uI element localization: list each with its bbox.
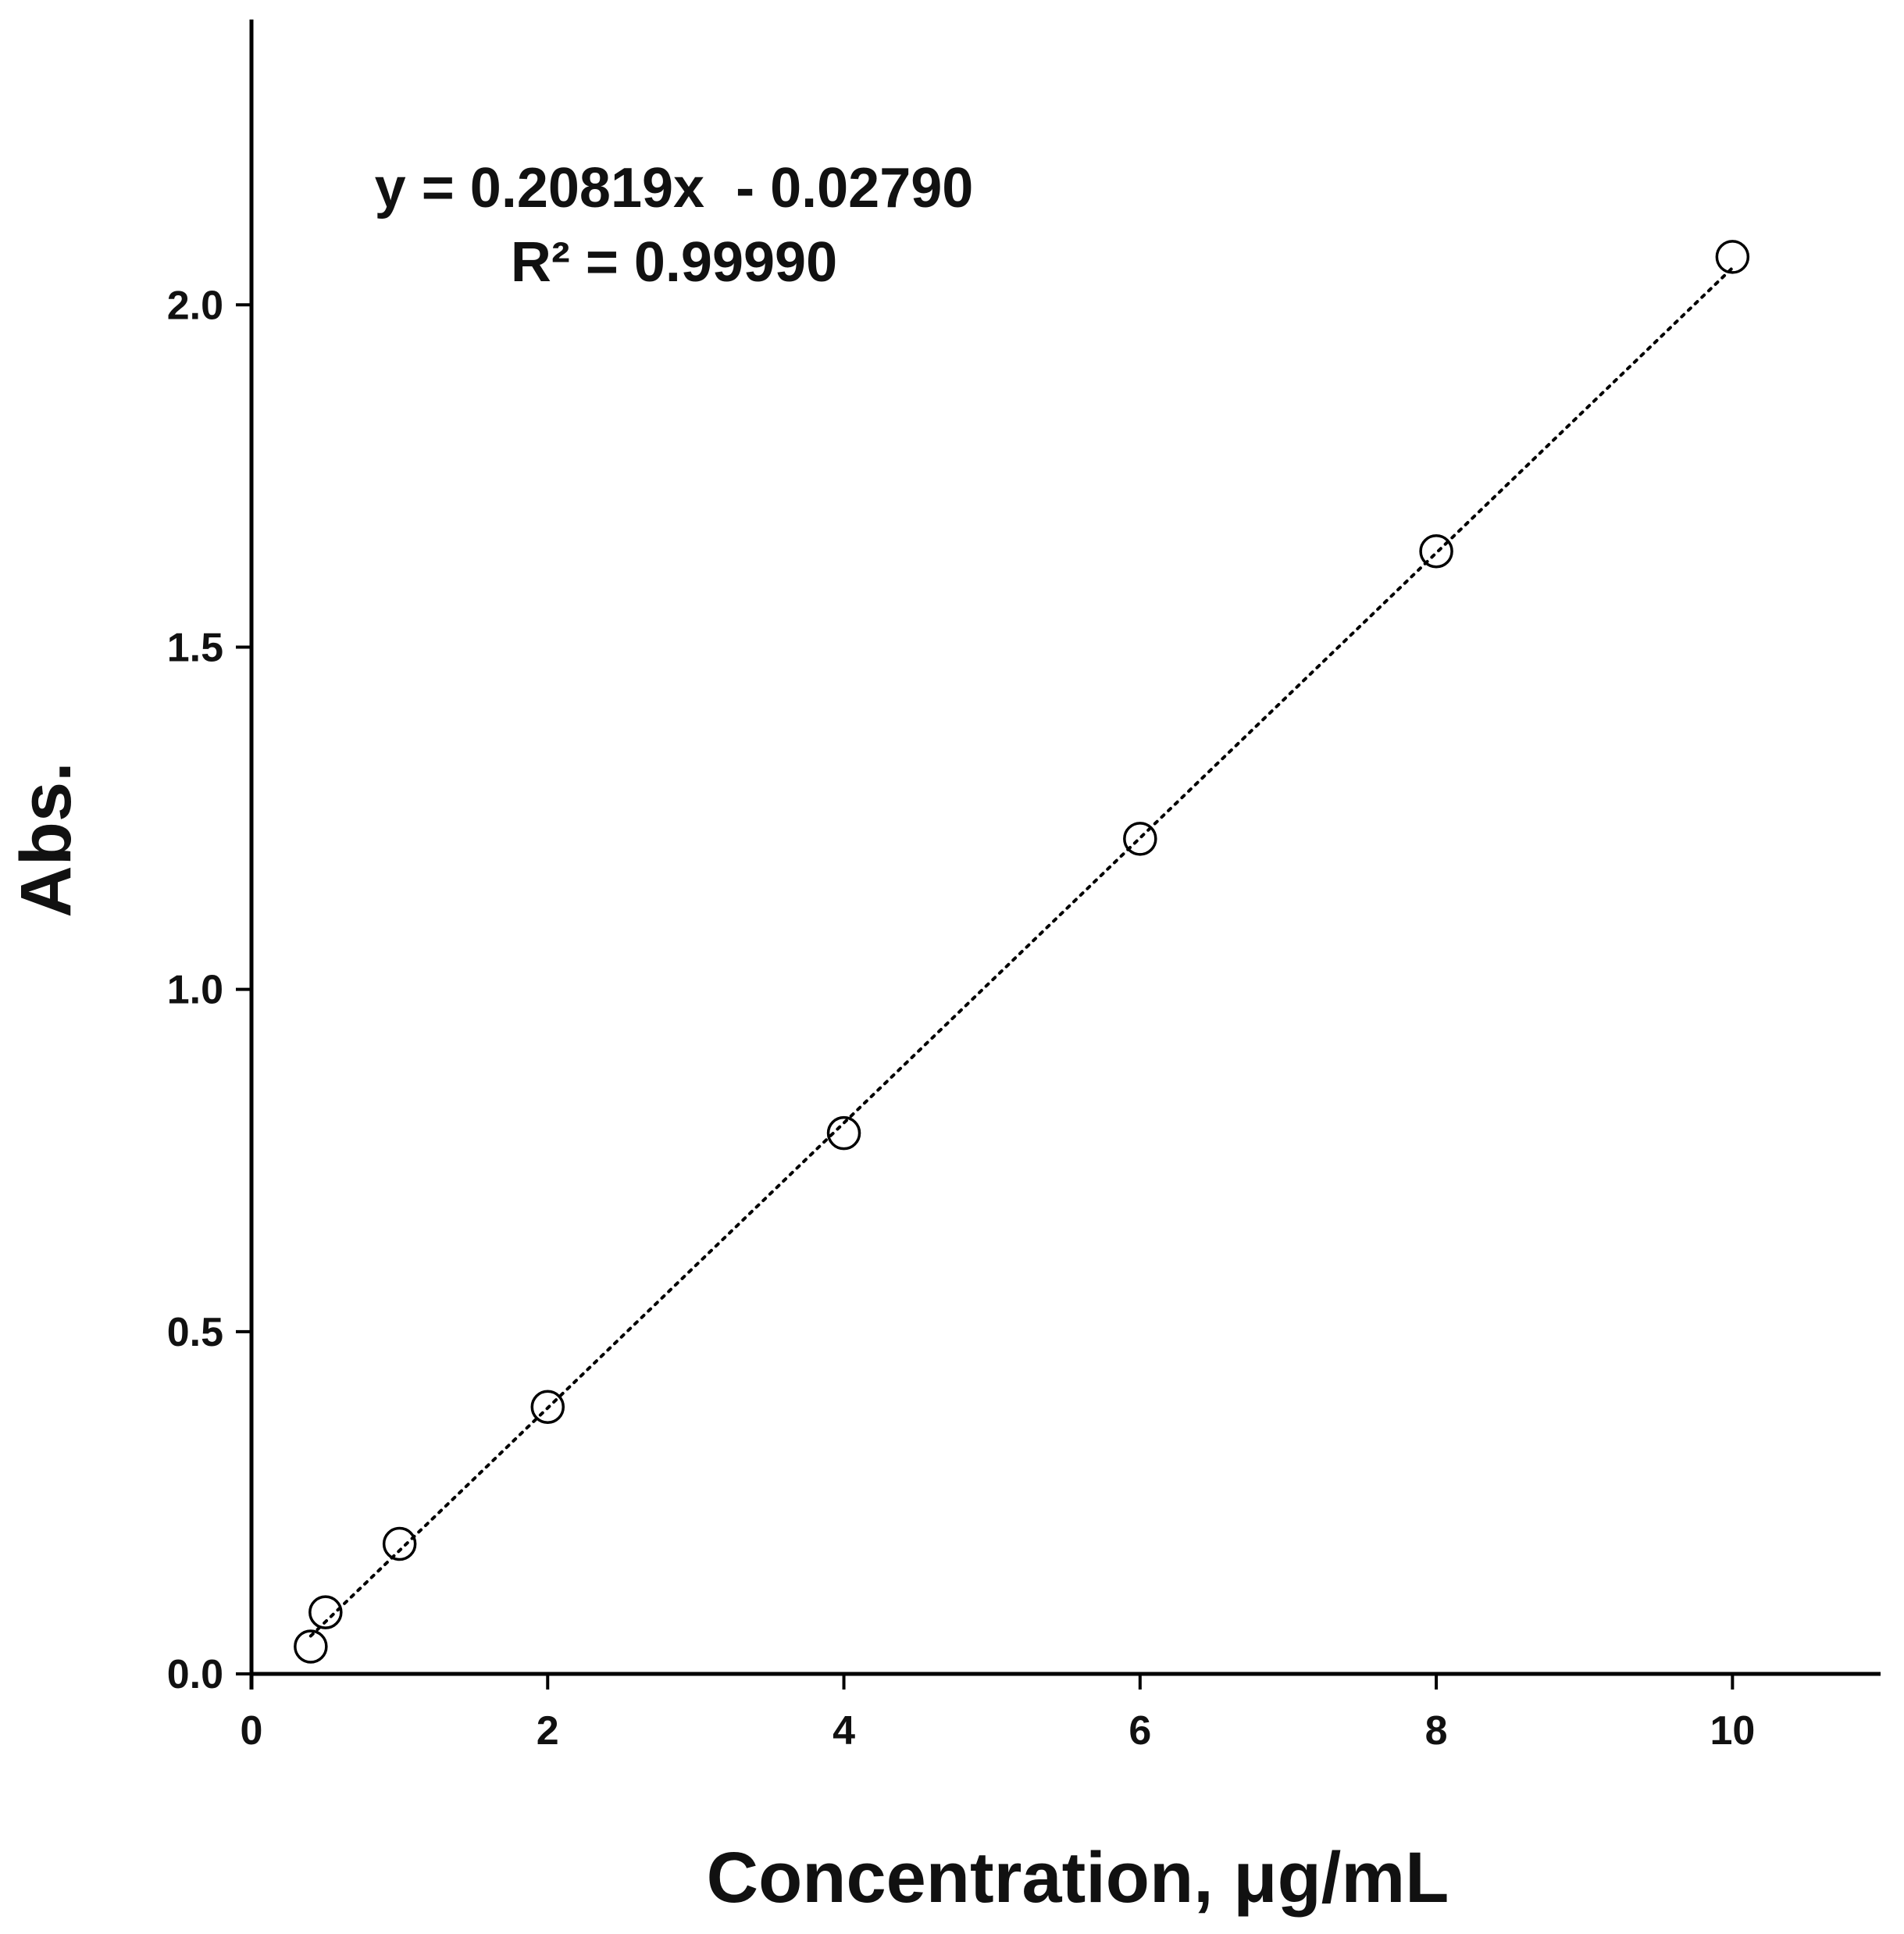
x-tick-label: 4	[833, 1708, 855, 1754]
y-tick-label: 1.5	[167, 625, 223, 670]
data-point	[1123, 822, 1157, 856]
y-axis-title: Abs.	[6, 762, 86, 917]
trendline-group	[308, 266, 1735, 1638]
trendline	[308, 266, 1735, 1638]
x-tick-label: 6	[1128, 1708, 1151, 1754]
axes	[249, 20, 1881, 1690]
equation-annotation: y = 0.20819x - 0.02790	[375, 157, 974, 219]
r-squared-annotation: R² = 0.99990	[511, 231, 837, 294]
data-point	[382, 1526, 417, 1561]
x-tick-label: 8	[1425, 1708, 1448, 1754]
data-points	[294, 240, 1750, 1664]
y-tick-label: 0.0	[167, 1652, 223, 1697]
x-tick-label: 2	[537, 1708, 559, 1754]
ticks: 0 2 4 6 8 10 0.0 0.5 1.0 1.5 2.0	[167, 283, 1756, 1754]
y-tick-label: 0.5	[167, 1310, 223, 1355]
y-tick-label: 2.0	[167, 283, 223, 328]
x-tick-label: 10	[1710, 1708, 1755, 1754]
data-point	[294, 1629, 328, 1664]
data-point	[1419, 534, 1453, 569]
data-point	[826, 1115, 861, 1151]
data-point	[1715, 240, 1750, 274]
data-point	[308, 1595, 343, 1629]
y-tick-label: 1.0	[167, 968, 223, 1013]
data-point	[530, 1390, 565, 1424]
x-axis-title: Concentration, μg/mL	[707, 1838, 1449, 1918]
x-tick-label: 0	[241, 1708, 263, 1754]
